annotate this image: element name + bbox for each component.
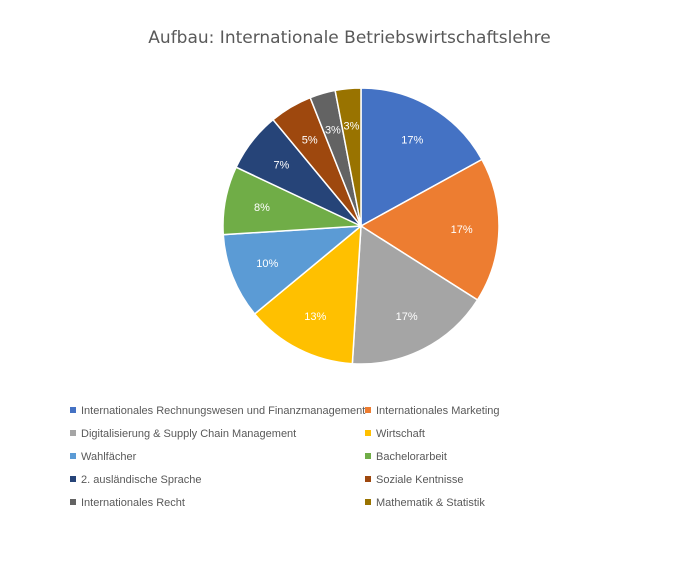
- data-label-2-ausl-ndische-sprache: 7%: [273, 159, 289, 171]
- data-label-bachelorarbeit: 8%: [254, 202, 270, 214]
- data-label-mathematik-statistik: 3%: [344, 121, 360, 133]
- data-label-internationales-recht: 3%: [325, 124, 341, 136]
- data-label-soziale-kentnisse: 5%: [302, 134, 318, 146]
- data-label-digitalisierung-supply-chain-management: 17%: [396, 311, 418, 323]
- pie-slice-digitalisierung-supply-chain-management: [351, 224, 479, 365]
- data-label-wirtschaft: 13%: [304, 311, 326, 323]
- pie-slice-internationales-rechnungswesen-und-finanzmanagement: [360, 87, 483, 228]
- pie-slice-mathematik-statistik: [334, 87, 362, 227]
- data-label-internationales-rechnungswesen-und-finanzmanagement: 17%: [401, 134, 423, 146]
- pie-slice-internationales-marketing: [359, 158, 500, 301]
- chart-title: Aufbau: Internationale Betriebswirtschaf…: [148, 28, 551, 48]
- data-label-wahlf-cher: 10%: [256, 258, 278, 270]
- pie-slice-wirtschaft: [253, 224, 362, 365]
- data-label-internationales-marketing: 17%: [451, 224, 473, 236]
- pie-slice-wahlf-cher: [222, 225, 364, 316]
